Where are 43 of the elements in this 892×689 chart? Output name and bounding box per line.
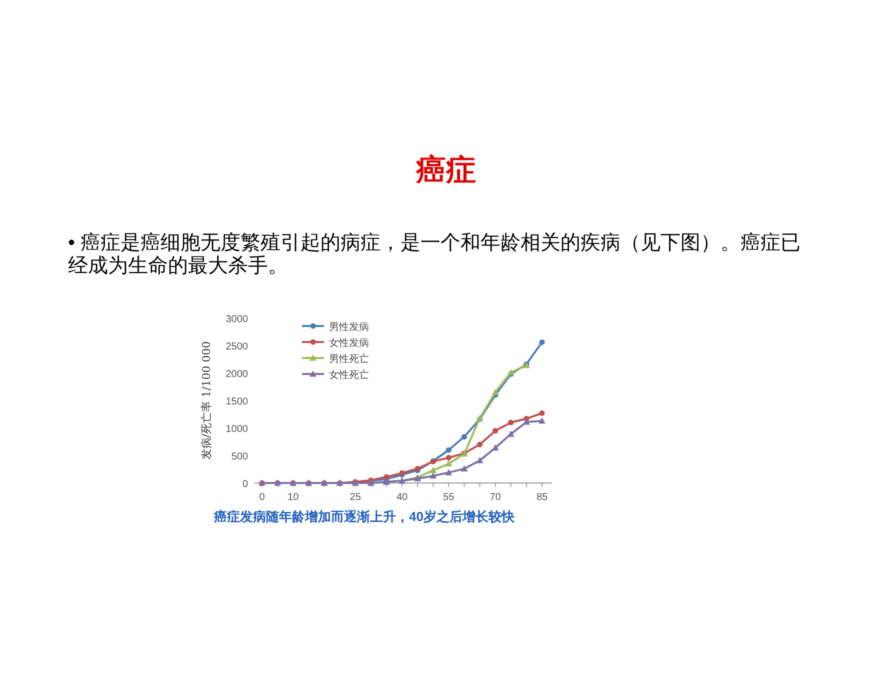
x-tick-label: 85 [536, 492, 548, 503]
point [445, 460, 452, 467]
subtitle: • 癌症是癌细胞无度繁殖引起的病症，是一个和年龄相关的疾病（见下图）。癌症已 [68, 232, 801, 254]
y-tick-label: 2500 [226, 342, 248, 352]
annotation: 癌症发病随年龄增加而逐渐上升，40岁之后增长较快 [214, 509, 514, 524]
x-tick-label: 55 [443, 492, 455, 503]
point [461, 434, 468, 440]
point [507, 368, 514, 376]
point [492, 428, 498, 434]
title: 癌症 [416, 154, 476, 187]
point [430, 466, 437, 474]
y-axis-title: 发病/死亡率 1/100 000 [200, 341, 213, 460]
x-tick-label: 10 [288, 492, 300, 503]
point [446, 454, 452, 460]
point [476, 456, 484, 464]
point [507, 430, 514, 437]
x-tick-label: 70 [490, 492, 502, 503]
x-tick-label: 0 [259, 492, 266, 503]
legend-label: 男性发病 [329, 321, 369, 333]
point [508, 420, 514, 426]
legend-label: 男性死亡 [329, 353, 369, 365]
point [430, 472, 437, 479]
x-tick-label: 25 [350, 492, 362, 503]
legend-label: 女性死亡 [329, 369, 369, 381]
point [539, 410, 545, 416]
y-tick-label: 2000 [226, 369, 248, 380]
legend-label: 女性发病 [329, 337, 369, 349]
point [445, 469, 452, 476]
y-tick-label: 500 [231, 452, 248, 462]
point [538, 417, 546, 424]
y-tick-label: 0 [242, 479, 248, 490]
point [446, 447, 452, 453]
point [492, 388, 499, 396]
point [476, 442, 483, 448]
point [539, 339, 545, 345]
point [492, 444, 499, 451]
plot: 0 500 1000 1500 2000 2500 3000 0 10 25 40 55 70 85 发病/死亡率 1/100 000 男性发病 女性发病 男性死亡 女性死亡 [200, 314, 552, 503]
y-tick-label: 1000 [226, 424, 248, 435]
subtitle: 经成为生命的最大杀手。 [68, 255, 288, 277]
y-tick-label: 3000 [226, 314, 248, 325]
point [460, 465, 468, 472]
x-tick-label: 40 [396, 492, 408, 503]
y-tick-label: 1500 [226, 396, 248, 408]
